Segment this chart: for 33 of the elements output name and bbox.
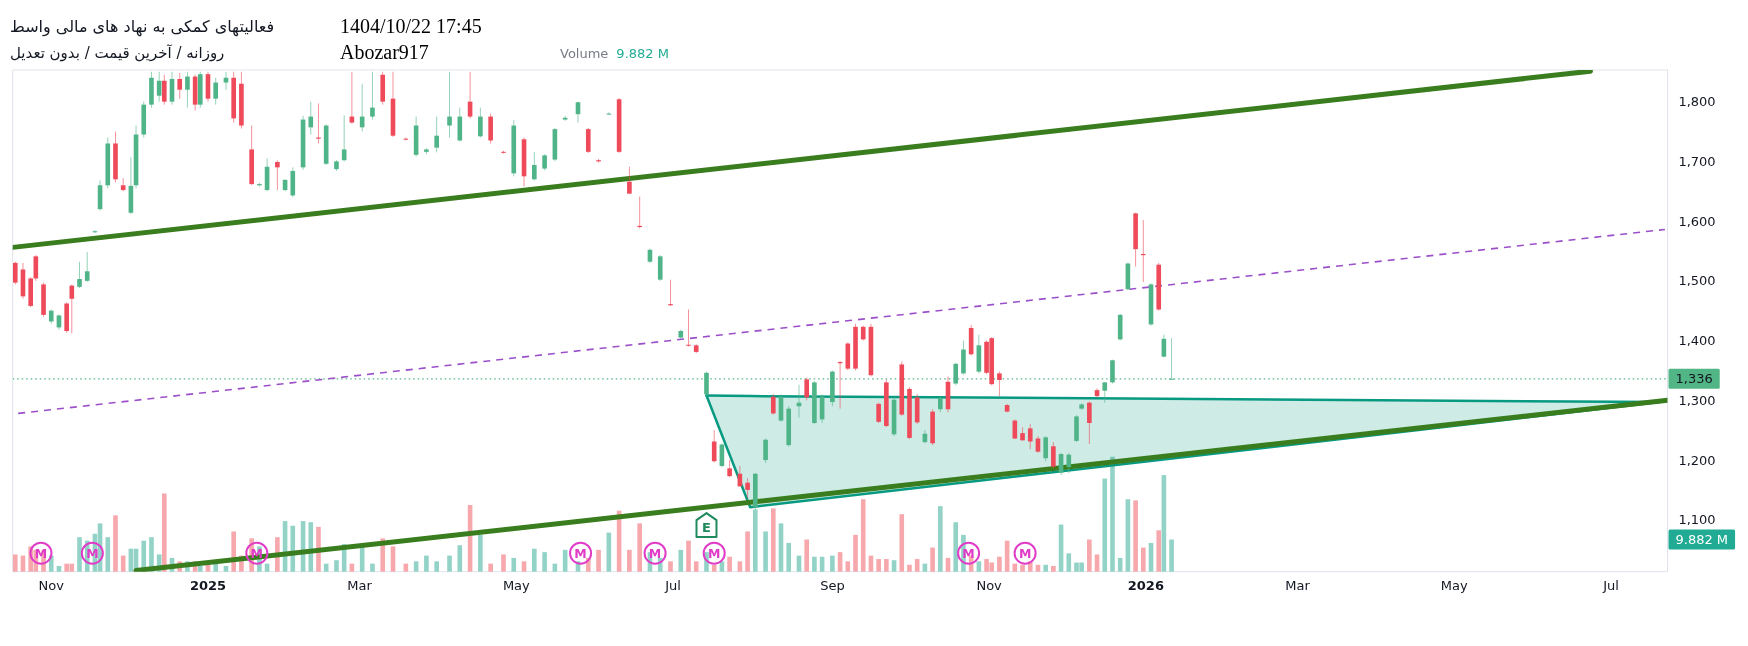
y-tick-label: 1,400 <box>1678 333 1716 349</box>
chart-subtitle: روزانه / آخرین قیمت / بدون تعدیل <box>10 44 225 62</box>
ref-line-label: 1,336 <box>1675 371 1713 387</box>
x-tick-label: May <box>502 578 531 593</box>
x-tick-label: Nov <box>38 578 65 593</box>
series-label: E <box>702 519 711 535</box>
text: M <box>707 545 721 561</box>
text: M <box>1018 545 1032 561</box>
x-tick-label: Sep <box>820 578 845 593</box>
x-tick-label: Nov <box>976 578 1003 593</box>
y-tick-label: 1,700 <box>1678 153 1716 169</box>
text: 9.882 M <box>1675 532 1729 547</box>
y-tick-label: 1,200 <box>1678 452 1716 468</box>
x-tick-label: Mar <box>347 578 373 593</box>
series-label: M <box>250 545 264 561</box>
text: Abozar917 <box>340 41 429 63</box>
x-tick-label: Jul <box>664 578 681 593</box>
y-tick-label: 1,100 <box>1678 512 1716 528</box>
x-tick-label: Jul <box>1602 578 1619 593</box>
x-tick-label: 2026 <box>1127 578 1164 593</box>
chart-title: فعالیتهای کمکی به نهاد های مالی واسط <box>10 17 275 37</box>
y-tick-label: 1,600 <box>1678 213 1716 229</box>
text: Volume <box>560 46 609 61</box>
text: M <box>574 545 587 561</box>
x-tick-label: 2025 <box>189 578 227 593</box>
text: 9.882 M <box>616 46 669 61</box>
y-tick-label: 1,500 <box>1678 273 1716 289</box>
text: 1404/10/22 17:45 <box>340 15 482 37</box>
x-tick-label: May <box>1440 578 1468 593</box>
x-tick-label: Mar <box>1285 578 1311 593</box>
text: M <box>648 545 662 561</box>
y-tick-label: 1,800 <box>1678 94 1716 110</box>
y-tick-label: 1,300 <box>1678 392 1716 408</box>
